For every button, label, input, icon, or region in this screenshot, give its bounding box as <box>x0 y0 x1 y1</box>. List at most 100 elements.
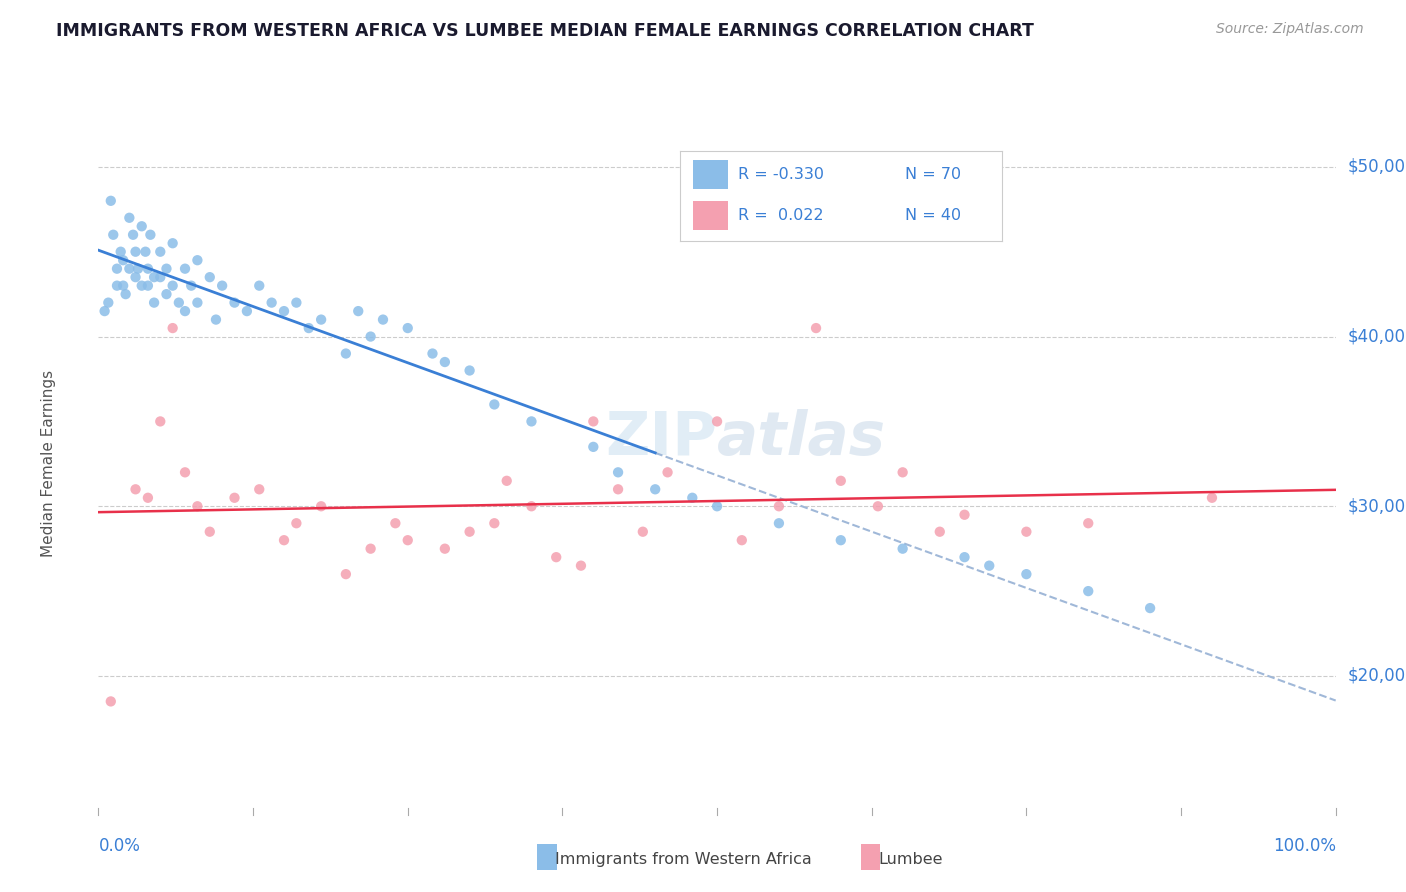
Text: $50,000: $50,000 <box>1348 158 1406 176</box>
Text: $20,000: $20,000 <box>1348 667 1406 685</box>
Point <box>681 491 703 505</box>
Point <box>100 194 122 208</box>
Point <box>127 261 149 276</box>
Point <box>103 227 125 242</box>
Point <box>174 261 197 276</box>
Point <box>149 244 172 259</box>
Point <box>112 253 135 268</box>
Point <box>205 312 228 326</box>
Point <box>224 491 246 505</box>
Point <box>706 414 728 428</box>
Point <box>1077 584 1099 599</box>
Text: 0.0%: 0.0% <box>98 838 141 855</box>
Point <box>186 295 208 310</box>
Point <box>198 524 221 539</box>
Bar <box>693 202 728 230</box>
Point <box>569 558 592 573</box>
Point <box>211 278 233 293</box>
Point <box>124 483 146 497</box>
Point <box>124 270 146 285</box>
Point <box>155 287 177 301</box>
Point <box>731 533 754 548</box>
Point <box>347 304 370 318</box>
Point <box>891 541 914 556</box>
Point <box>131 278 153 293</box>
Point <box>928 524 950 539</box>
Point <box>124 244 146 259</box>
Point <box>360 329 382 343</box>
Point <box>582 440 605 454</box>
Point <box>198 270 221 285</box>
Point <box>458 363 481 377</box>
Point <box>143 270 166 285</box>
Point <box>830 533 852 548</box>
Bar <box>693 160 728 189</box>
Point <box>136 261 159 276</box>
Point <box>1015 524 1038 539</box>
Point <box>309 312 332 326</box>
Point <box>162 278 184 293</box>
Point <box>134 244 156 259</box>
Point <box>891 466 914 480</box>
Point <box>1077 516 1099 531</box>
Point <box>174 466 197 480</box>
Point <box>273 304 295 318</box>
Point <box>866 500 889 514</box>
Text: N = 40: N = 40 <box>905 209 962 223</box>
Point <box>100 694 122 708</box>
Point <box>118 261 141 276</box>
Point <box>105 278 128 293</box>
Point <box>162 321 184 335</box>
Text: IMMIGRANTS FROM WESTERN AFRICA VS LUMBEE MEDIAN FEMALE EARNINGS CORRELATION CHAR: IMMIGRANTS FROM WESTERN AFRICA VS LUMBEE… <box>56 22 1035 40</box>
Point <box>607 483 630 497</box>
Point <box>433 541 456 556</box>
Point <box>1201 491 1223 505</box>
Point <box>309 500 332 514</box>
Point <box>112 278 135 293</box>
Point <box>520 500 543 514</box>
Point <box>607 466 630 480</box>
Point <box>180 278 202 293</box>
Point <box>93 304 115 318</box>
Point <box>582 414 605 428</box>
Point <box>224 295 246 310</box>
Text: R = -0.330: R = -0.330 <box>738 167 824 182</box>
Point <box>273 533 295 548</box>
Point <box>953 550 976 565</box>
Text: R =  0.022: R = 0.022 <box>738 209 824 223</box>
Point <box>804 321 827 335</box>
Text: Immigrants from Western Africa: Immigrants from Western Africa <box>555 852 813 867</box>
Point <box>136 491 159 505</box>
Point <box>118 211 141 225</box>
Text: atlas: atlas <box>717 409 886 468</box>
Point <box>495 474 517 488</box>
Point <box>433 355 456 369</box>
Point <box>143 295 166 310</box>
Point <box>122 227 145 242</box>
Text: $30,000: $30,000 <box>1348 497 1406 516</box>
Point <box>167 295 190 310</box>
Point <box>396 321 419 335</box>
Point <box>706 500 728 514</box>
Point <box>236 304 259 318</box>
Text: ZIP: ZIP <box>605 409 717 468</box>
Point <box>953 508 976 522</box>
Point <box>979 558 1001 573</box>
Point <box>298 321 321 335</box>
Point <box>422 346 444 360</box>
Point <box>186 253 208 268</box>
Point <box>360 541 382 556</box>
Point <box>149 270 172 285</box>
Point <box>105 261 128 276</box>
Point <box>335 346 357 360</box>
Text: 100.0%: 100.0% <box>1272 838 1336 855</box>
Point <box>114 287 136 301</box>
Point <box>546 550 568 565</box>
Point <box>631 524 654 539</box>
Point <box>484 516 506 531</box>
Text: Median Female Earnings: Median Female Earnings <box>41 370 56 558</box>
Point <box>162 236 184 251</box>
Point <box>260 295 283 310</box>
Point <box>149 414 172 428</box>
Point <box>139 227 162 242</box>
